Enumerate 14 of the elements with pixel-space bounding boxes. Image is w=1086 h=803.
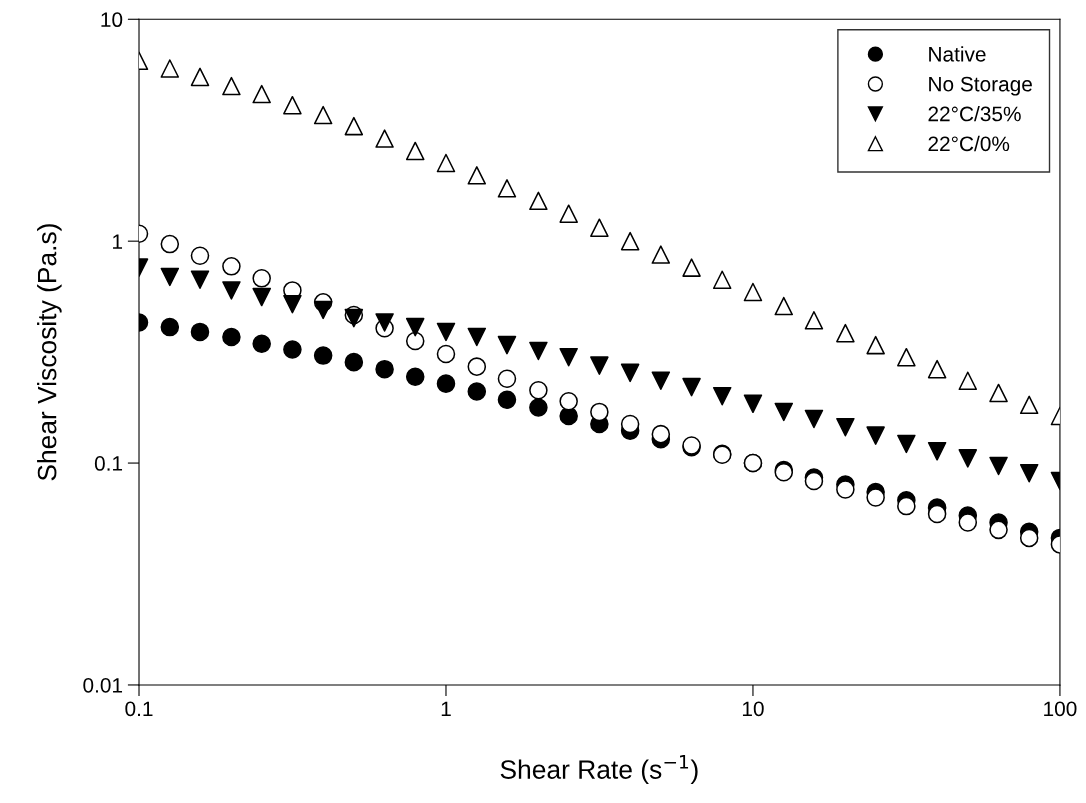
legend-label: No Storage <box>929 76 1032 96</box>
x-tick-label: 10 <box>742 701 764 717</box>
y-tick-label: 10 <box>101 12 123 28</box>
legend-label: 22°C/0% <box>928 135 1010 152</box>
legend-label: Native <box>929 46 986 62</box>
x-tick-label: 0.1 <box>125 701 153 717</box>
y-tick-label: 1 <box>113 234 123 249</box>
x-tick-label: 100 <box>1044 701 1077 717</box>
y-tick-label: 0.1 <box>94 456 123 471</box>
x-tick-label: 1 <box>441 701 451 717</box>
legend-label: 22°C/35% <box>928 106 1021 122</box>
x-axis-title: Shear Rate (s$^{−1}$) <box>500 755 698 785</box>
y-tick-label: 0.01 <box>83 677 123 693</box>
y-axis-title: Shear Viscosity (Pa.s) <box>37 224 62 481</box>
